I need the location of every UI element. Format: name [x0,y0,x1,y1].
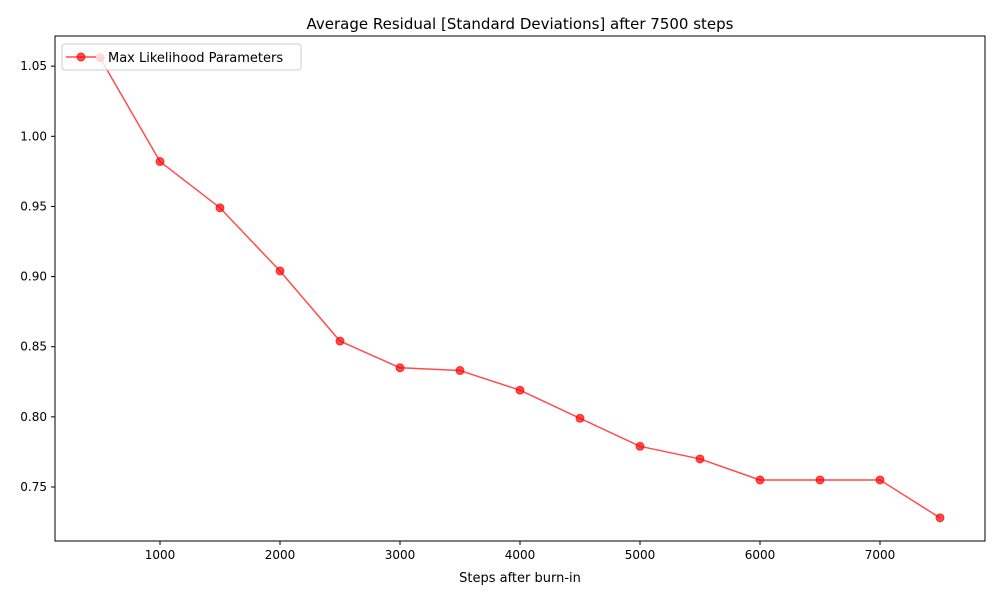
y-tick-label: 0.85 [20,340,47,354]
data-point [935,513,945,523]
data-point [755,475,765,485]
data-point [515,385,525,395]
y-tick-label: 1.00 [20,129,47,143]
data-point [695,454,705,464]
x-tick-label: 1000 [145,548,176,562]
x-tick-label: 6000 [745,548,776,562]
data-point [275,266,285,276]
data-point [875,475,885,485]
data-point [395,363,405,373]
legend: Max Likelihood Parameters [61,43,302,71]
y-tick-label: 1.05 [20,59,47,73]
y-tick-label: 0.95 [20,199,47,213]
x-tick-label: 4000 [505,548,536,562]
x-tick-label: 2000 [265,548,296,562]
legend-box [61,43,302,71]
data-point [635,441,645,451]
plot-area-frame [54,35,986,542]
x-axis: 1000 2000 3000 4000 5000 6000 7000 [145,541,896,562]
data-point [335,336,345,346]
y-axis: 0.75 0.80 0.85 0.90 0.95 1.00 1.05 [20,59,55,494]
legend-label: Max Likelihood Parameters [108,51,283,66]
series-layer [95,53,945,523]
x-tick-label: 7000 [865,548,896,562]
x-tick-label: 3000 [385,548,416,562]
x-tick-label: 5000 [625,548,656,562]
data-point [155,157,165,167]
x-axis-label: Steps after burn-in [459,571,581,586]
y-tick-label: 0.80 [20,410,47,424]
y-tick-label: 0.90 [20,270,47,284]
legend-marker-swatch [76,52,86,62]
data-point [575,413,585,423]
data-point [455,366,465,376]
series-line [99,57,941,519]
data-point [215,203,225,213]
y-tick-label: 0.75 [20,480,47,494]
chart-title: Average Residual [Standard Deviations] a… [307,15,734,33]
data-point [815,475,825,485]
